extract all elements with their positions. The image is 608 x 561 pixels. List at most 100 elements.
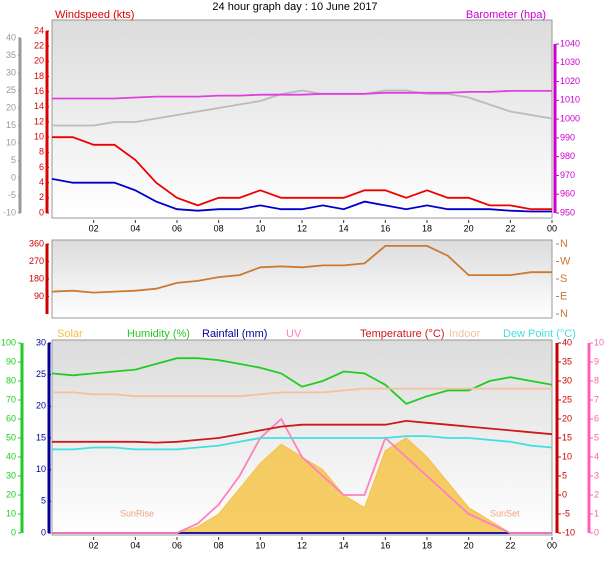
y-tick-label: 15	[6, 120, 16, 130]
y-tick-label: 0	[11, 172, 16, 182]
x-tick-label: 16	[380, 540, 390, 550]
y-tick-label: 5	[11, 155, 16, 165]
y-tick-label: 40	[562, 337, 572, 347]
x-tick-label: 20	[464, 540, 474, 550]
y-tick-label: 0	[41, 527, 46, 537]
y-tick-label: 990	[560, 132, 575, 142]
y-tick-label: 1040	[560, 38, 580, 48]
y-tick-label: 22	[34, 41, 44, 51]
legend-label: Dew Point (°C)	[503, 328, 576, 340]
x-tick-label: 14	[339, 540, 349, 550]
y-tick-label: 0	[562, 489, 567, 499]
y-tick-label: 14	[34, 101, 44, 111]
x-tick-label: 06	[172, 540, 182, 550]
y-tick-label: 1	[594, 508, 599, 518]
y-tick-label: -5	[8, 190, 16, 200]
y-tick-label: 360	[29, 238, 44, 248]
y-tick-label: 0	[39, 207, 44, 217]
y-tick-label: S	[560, 273, 567, 285]
y-tick-label: 7	[594, 394, 599, 404]
series-line	[51, 357, 553, 405]
y-tick-label: 24	[34, 25, 44, 35]
y-tick-label: 70	[6, 394, 16, 404]
y-tick-label: 25	[36, 369, 46, 379]
y-tick-label: 12	[34, 116, 44, 126]
legend-label: Humidity (%)	[127, 328, 190, 340]
legend-label: Solar	[57, 328, 83, 340]
y-tick-label: 50	[6, 432, 16, 442]
y-tick-label: 30	[36, 337, 46, 347]
x-tick-label: 14	[339, 223, 349, 233]
y-tick-label: 10	[36, 464, 46, 474]
y-tick-label: 950	[560, 207, 575, 217]
legend-label: Indoor	[449, 328, 481, 340]
y-tick-label: 10	[6, 508, 16, 518]
annotation: SunSet	[490, 508, 520, 518]
series-line	[52, 136, 552, 211]
y-tick-label: 180	[29, 273, 44, 283]
x-tick-label: 00	[547, 223, 557, 233]
y-tick-label: 6	[594, 413, 599, 423]
y-tick-label: 20	[562, 413, 572, 423]
y-tick-label: 60	[6, 413, 16, 423]
series-line	[51, 178, 552, 213]
x-tick-label: 22	[505, 223, 515, 233]
y-tick-label: 25	[6, 85, 16, 95]
y-tick-label: 10	[6, 137, 16, 147]
legend-label: Temperature (°C)	[360, 328, 444, 340]
x-tick-label: 02	[89, 540, 99, 550]
y-tick-label: 15	[562, 432, 572, 442]
y-tick-label: 10	[562, 451, 572, 461]
x-tick-label: 16	[380, 223, 390, 233]
y-tick-label: 970	[560, 170, 575, 180]
y-tick-label: -5	[562, 508, 570, 518]
y-tick-label: 18	[34, 71, 44, 81]
y-tick-label: 5	[562, 470, 567, 480]
y-tick-label: 8	[39, 147, 44, 157]
y-tick-label: 1010	[560, 95, 580, 105]
y-tick-label: 0	[11, 527, 16, 537]
y-tick-label: 30	[6, 470, 16, 480]
legend-label: UV	[286, 328, 302, 340]
x-tick-label: 08	[214, 223, 224, 233]
y-tick-label: 980	[560, 151, 575, 161]
y-tick-label: 25	[562, 394, 572, 404]
y-tick-label: 35	[562, 356, 572, 366]
panel-wind	[51, 19, 553, 219]
x-tick-label: 04	[130, 540, 140, 550]
y-tick-label: 40	[6, 32, 16, 42]
y-tick-label: 6	[39, 162, 44, 172]
y-tick-label: 10	[34, 132, 44, 142]
y-tick-label: 5	[41, 496, 46, 506]
y-axis-title: Windspeed (kts)	[55, 9, 134, 21]
x-tick-label: 10	[255, 223, 265, 233]
y-tick-label: 30	[562, 375, 572, 385]
x-tick-label: 02	[89, 223, 99, 233]
y-tick-label: 20	[36, 401, 46, 411]
annotation: SunRise	[120, 508, 154, 518]
y-tick-label: 90	[6, 356, 16, 366]
series-line	[52, 89, 553, 127]
y-tick-label: 35	[6, 50, 16, 60]
x-tick-label: 04	[130, 223, 140, 233]
y-tick-label: 20	[34, 56, 44, 66]
x-tick-label: 12	[297, 223, 307, 233]
x-tick-label: 18	[422, 540, 432, 550]
y-tick-label: N	[560, 238, 568, 250]
series-line	[52, 387, 552, 398]
x-tick-label: 20	[464, 223, 474, 233]
y-tick-label: 100	[1, 337, 16, 347]
y-tick-label: 9	[594, 356, 599, 366]
y-tick-label: 4	[39, 177, 44, 187]
series-line	[52, 435, 553, 451]
series-line	[51, 245, 552, 294]
y-tick-label: E	[560, 290, 567, 302]
series-line	[52, 417, 552, 534]
y-tick-label: 1020	[560, 76, 580, 86]
series-line	[52, 419, 553, 444]
x-tick-label: 08	[214, 540, 224, 550]
y-tick-label: 4	[594, 451, 599, 461]
y-tick-label: 10	[594, 337, 604, 347]
y-tick-label: 2	[39, 192, 44, 202]
